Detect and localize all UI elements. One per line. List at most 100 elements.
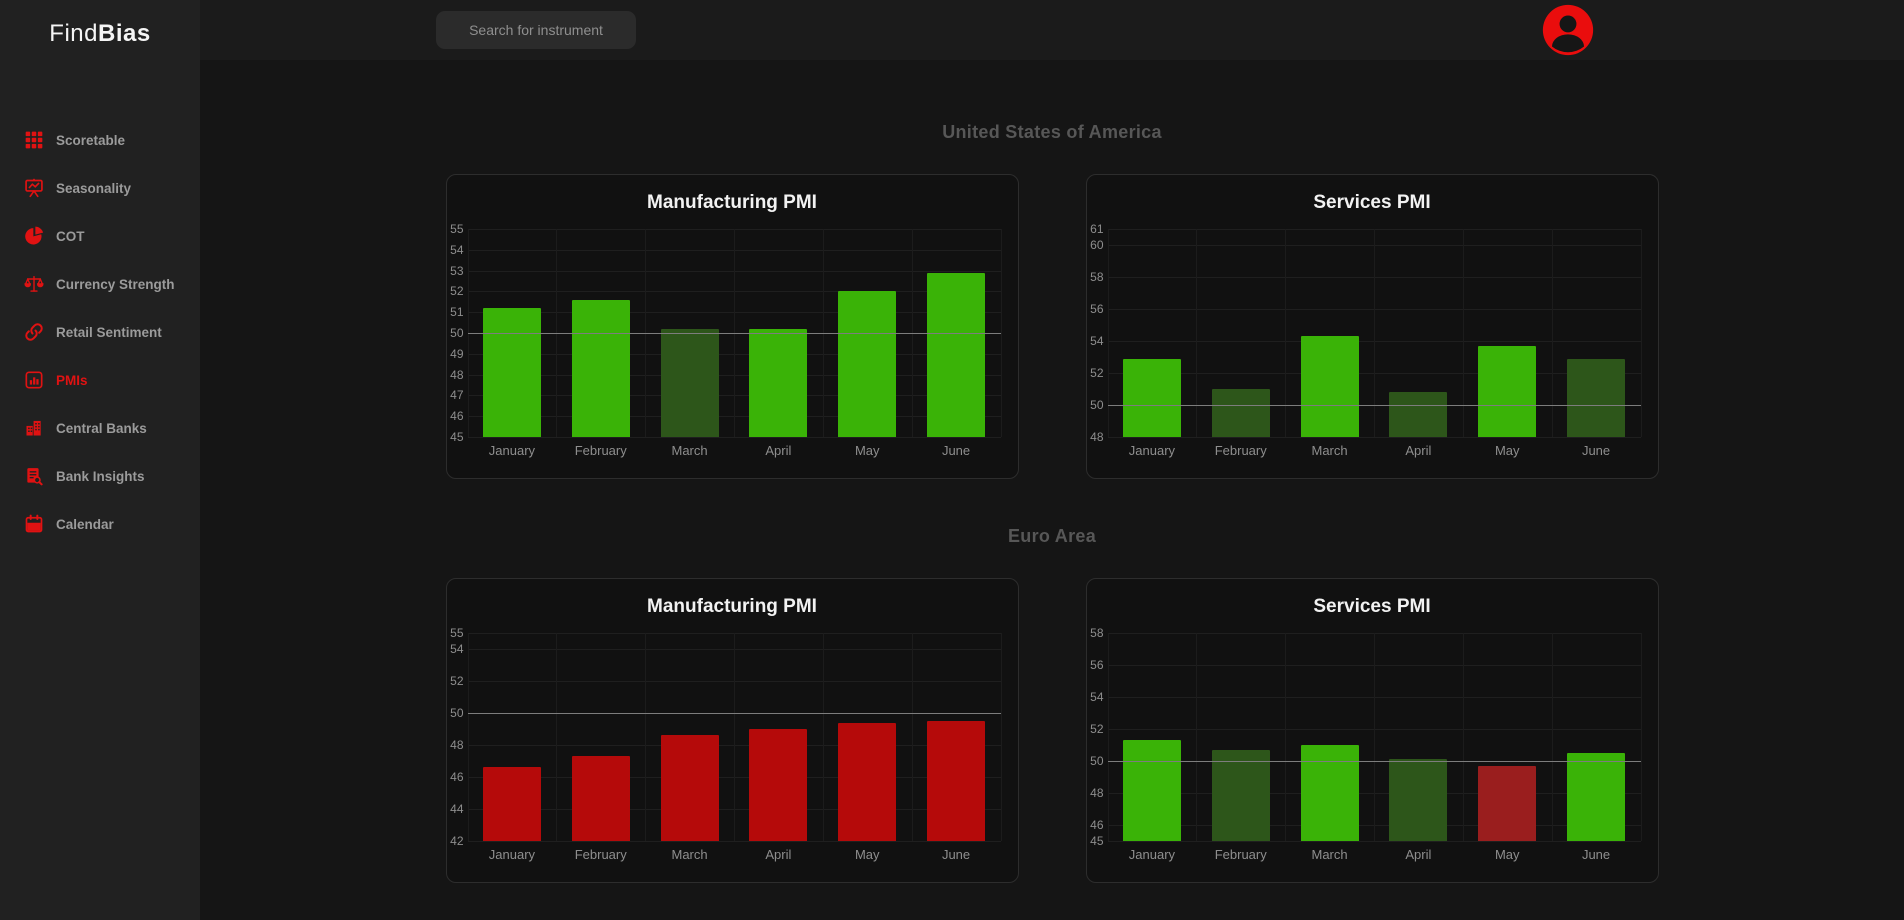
gridline-vertical (1374, 229, 1375, 437)
x-axis-labels: January February March April May June (1108, 443, 1641, 458)
bar-march (1300, 336, 1359, 437)
gridline (467, 437, 1001, 438)
bars-layer (1108, 633, 1641, 841)
y-axis-tick: 52 (450, 284, 464, 299)
y-axis-tick: 48 (1090, 430, 1104, 444)
bar-slot (1108, 229, 1197, 437)
y-axis-tick: 48 (450, 738, 464, 752)
reference-line-50 (467, 713, 1001, 714)
gridline-vertical (1000, 633, 1002, 841)
y-axis-tick: 54 (450, 242, 464, 257)
sidebar-item-label: Central Banks (56, 420, 147, 436)
bar-march (660, 735, 719, 841)
gridline-vertical (467, 633, 469, 841)
bars-layer (468, 633, 1001, 841)
sidebar-item-bank-insights[interactable]: Bank Insights (0, 452, 200, 500)
sidebar-item-pmis[interactable]: PMIs (0, 356, 200, 404)
brand-logo[interactable]: FindBias (0, 0, 200, 48)
x-axis-label: April (765, 847, 792, 862)
y-axis-tick: 42 (450, 834, 464, 848)
x-axis-label: February (574, 443, 627, 458)
sidebar-item-cot[interactable]: COT (0, 212, 200, 260)
y-axis-tick: 50 (450, 706, 464, 720)
bar-april (1389, 759, 1448, 841)
x-axis-label: March (1311, 847, 1348, 862)
sidebar-item-label: Calendar (56, 516, 114, 532)
topbar (200, 0, 1904, 60)
bar-may (838, 291, 897, 437)
bar-slot (468, 633, 557, 841)
bar-slot (556, 229, 645, 437)
chart-title: Services PMI (1313, 192, 1431, 213)
search-input[interactable] (436, 11, 636, 49)
y-axis-tick: 58 (1090, 626, 1104, 640)
y-axis-tick: 54 (1090, 334, 1104, 348)
gridline-vertical (1462, 229, 1464, 437)
sidebar-item-calendar[interactable]: Calendar (0, 500, 200, 548)
gridline-vertical (1196, 229, 1198, 437)
scale-icon (24, 274, 44, 294)
x-axis-label: January (488, 847, 536, 862)
sidebar-item-retail-sentiment[interactable]: Retail Sentiment (0, 308, 200, 356)
sidebar-item-central-banks[interactable]: Central Banks (0, 404, 200, 452)
x-axis-label: June (1581, 443, 1611, 458)
bar-slot (1463, 633, 1552, 841)
link-icon (24, 322, 44, 342)
sidebar-item-currency-strength[interactable]: Currency Strength (0, 260, 200, 308)
bar-slot (823, 229, 912, 437)
bar-january (1122, 740, 1181, 841)
chart-row: Manufacturing PMI 55 54 53 52 51 50 49 48 47 46 45 J… (200, 174, 1904, 479)
x-axis-label: April (765, 443, 792, 458)
user-avatar-button[interactable] (1542, 4, 1594, 56)
user-avatar-icon (1542, 4, 1594, 56)
x-axis-labels: January February March April May June (468, 847, 1001, 862)
bar-march (1300, 745, 1359, 841)
gridline-vertical (734, 633, 735, 841)
gridline-vertical (1374, 633, 1375, 841)
bar-slot (912, 633, 1001, 841)
section-heading: Euro Area (1007, 526, 1097, 546)
calendar-icon (24, 514, 44, 534)
gridline-vertical (1640, 633, 1642, 841)
y-axis-tick: 56 (1090, 302, 1104, 316)
bar-april (749, 328, 808, 437)
brand-logo-regular: Find (49, 20, 98, 47)
bar-april (749, 729, 808, 841)
y-axis-tick: 52 (1090, 365, 1104, 380)
chart-card-euro-services: Services PMI 58 56 54 52 50 48 46 45 January Febru… (1085, 578, 1659, 883)
gridline-vertical (1196, 633, 1198, 841)
y-axis-tick: 55 (450, 626, 464, 640)
y-axis-tick: 54 (450, 642, 464, 656)
bar-slot (1552, 633, 1641, 841)
bar-january (1122, 358, 1181, 437)
bar-slot (645, 633, 734, 841)
bank-building-icon (24, 418, 44, 438)
bar-slot (1285, 229, 1374, 437)
gridline-vertical (1640, 229, 1642, 437)
x-axis-label: January (1128, 847, 1176, 862)
bar-slot (1285, 633, 1374, 841)
x-axis-label: March (671, 847, 708, 862)
chart-plot-area: 55 54 52 50 48 46 44 42 (450, 626, 1002, 848)
sidebar-item-scoretable[interactable]: Scoretable (0, 116, 200, 164)
x-axis-label: June (941, 847, 971, 862)
bar-slot (1196, 229, 1285, 437)
y-axis-tick: 54 (1090, 690, 1104, 704)
bar-june (1567, 358, 1626, 437)
bar-february (1211, 389, 1270, 437)
chart-row: Manufacturing PMI 55 54 52 50 48 46 44 42 January… (200, 578, 1904, 883)
x-axis-labels: January February March April May June (468, 443, 1001, 458)
gridline-vertical (1551, 633, 1553, 841)
sidebar-item-label: Currency Strength (56, 276, 175, 292)
bar-june (927, 721, 986, 841)
sidebar-item-seasonality[interactable]: Seasonality (0, 164, 200, 212)
grid-icon (24, 130, 44, 150)
bar-slot (645, 229, 734, 437)
bar-slot (1374, 633, 1463, 841)
presentation-chart-icon (24, 178, 44, 198)
y-axis-tick: 52 (450, 674, 464, 688)
bar-chart-icon (24, 370, 44, 390)
bar-slot (468, 229, 557, 437)
x-axis-label: June (1581, 847, 1611, 862)
gridline-vertical (1551, 229, 1553, 437)
